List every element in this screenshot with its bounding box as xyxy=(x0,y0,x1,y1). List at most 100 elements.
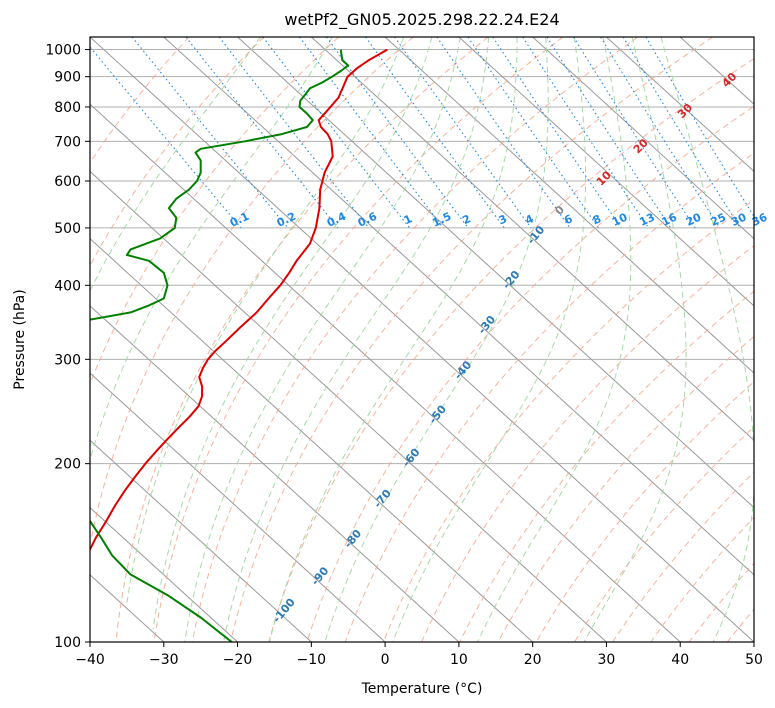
y-tick-label: 1000 xyxy=(45,43,81,59)
isotherm-line xyxy=(90,103,681,642)
moist-adiabat-line xyxy=(223,37,490,642)
moist-adiabat-line xyxy=(90,37,333,462)
x-tick-label: −30 xyxy=(149,652,179,668)
mixing-ratio-line xyxy=(546,37,672,229)
x-axis-label: Temperature (°C) xyxy=(361,681,483,697)
dry-adiabat-line xyxy=(191,37,639,642)
moist-adiabat-label: -100 xyxy=(270,596,298,626)
x-tick-label: 50 xyxy=(745,652,763,668)
mixing-ratio-label: 36 xyxy=(750,210,770,228)
x-tick-label: 0 xyxy=(381,652,390,668)
isotherm-line xyxy=(532,37,754,240)
dry-adiabat-line xyxy=(153,37,564,642)
dry-adiabat-label: 10 xyxy=(594,168,614,188)
moist-adiabat-label: -60 xyxy=(400,446,423,470)
dry-adiabat-line xyxy=(766,37,775,642)
dry-adiabat-line xyxy=(497,335,754,642)
y-tick-label: 600 xyxy=(54,174,81,190)
mixing-ratio-label: 16 xyxy=(660,210,680,228)
moist-adiabat-label: -30 xyxy=(476,313,499,337)
plot-frame xyxy=(89,36,755,643)
mixing-ratio-line xyxy=(90,46,242,229)
moist-adiabat-line xyxy=(392,37,587,642)
mixing-ratio-label: 0.6 xyxy=(356,210,379,230)
grid-layer xyxy=(90,37,775,642)
x-tick-label: 10 xyxy=(450,652,468,668)
isotherm-line xyxy=(90,439,312,642)
y-axis-label: Pressure (hPa) xyxy=(12,289,28,389)
dry-adiabat-line xyxy=(90,37,414,548)
mixing-ratio-label: 0.4 xyxy=(325,210,348,230)
temperature-profile xyxy=(90,48,388,552)
moist-adiabat-line xyxy=(583,37,687,642)
mixing-ratio-label: 1 xyxy=(402,212,414,227)
dry-adiabat-line xyxy=(90,37,190,164)
isotherm-line xyxy=(163,37,754,576)
moist-adiabat-label: -90 xyxy=(309,564,332,588)
x-tick-label: −40 xyxy=(75,652,105,668)
mixing-ratio-line xyxy=(467,37,599,229)
mixing-ratio-line xyxy=(131,37,289,229)
chart-title: wetPf2_GN05.2025.298.22.24.E24 xyxy=(284,10,560,29)
y-tick-label: 400 xyxy=(54,278,81,294)
isotherm-line xyxy=(753,37,754,38)
axes: −40 −30 −20 −10 0 10 20 30 40 50 100 200 300 400 500 60… xyxy=(45,43,763,668)
isotherm-line xyxy=(310,37,754,442)
dry-adiabat-label: 20 xyxy=(631,136,651,156)
mixing-ratio-line xyxy=(492,37,622,229)
dewpoint-profile xyxy=(90,49,350,642)
mixing-ratio-label: 1.5 xyxy=(430,210,453,230)
dry-adiabat-line xyxy=(574,426,754,642)
dry-adiabat-line xyxy=(421,245,754,642)
isotherm-line xyxy=(90,506,238,642)
isotherm-line xyxy=(237,37,754,509)
x-tick-label: −10 xyxy=(297,652,327,668)
dry-adiabat-label: 30 xyxy=(675,101,695,121)
y-tick-label: 800 xyxy=(54,100,81,116)
dry-adiabat-line xyxy=(306,105,754,642)
isotherm-line xyxy=(606,37,754,173)
dry-adiabat-line xyxy=(115,37,489,642)
mixing-ratio-line xyxy=(325,37,469,229)
moist-adiabat-line xyxy=(184,37,461,642)
dry-adiabat-line xyxy=(230,37,713,642)
mixing-ratio-label: 10 xyxy=(610,210,630,228)
mixing-ratio-label: 13 xyxy=(637,211,656,229)
dry-adiabat-line xyxy=(459,290,754,642)
y-tick-label: 200 xyxy=(54,457,81,473)
isotherm-line xyxy=(90,372,386,642)
moist-adiabat-line xyxy=(269,37,518,642)
mixing-ratio-line xyxy=(522,37,650,229)
mixing-ratio-line xyxy=(622,37,741,229)
isotherm-line xyxy=(458,37,754,307)
mixing-ratio-line xyxy=(185,37,339,229)
x-tick-label: 30 xyxy=(598,652,616,668)
isotherm-line xyxy=(384,37,754,374)
mixing-ratio-label: 0.1 xyxy=(228,210,251,230)
moist-adiabat-line xyxy=(477,37,632,642)
y-tick-label: 100 xyxy=(54,635,81,651)
isotherm-line xyxy=(90,170,607,642)
isotherm-line xyxy=(90,37,754,642)
mixing-ratio-line xyxy=(573,37,696,229)
y-tick-label: 500 xyxy=(54,221,81,237)
y-tick-label: 900 xyxy=(54,70,81,86)
mixing-ratio-label: 4 xyxy=(523,212,536,227)
mixing-ratio-line xyxy=(299,37,444,229)
x-tick-label: 20 xyxy=(524,652,542,668)
mixing-ratio-line xyxy=(436,37,571,229)
dry-adiabat-line xyxy=(90,37,265,267)
mixing-ratio-label: 2 xyxy=(460,212,472,227)
moist-adiabat-line xyxy=(152,37,433,630)
dry-adiabat-line xyxy=(688,562,754,642)
mixing-ratio-label: 3 xyxy=(497,212,509,227)
series-layer xyxy=(90,48,388,642)
moist-adiabat-line xyxy=(324,37,549,642)
moist-adiabat-line xyxy=(90,37,261,292)
isotherm-line xyxy=(90,305,460,642)
moist-adiabat-label: -80 xyxy=(342,527,365,551)
moist-adiabat-label: -20 xyxy=(500,268,523,292)
dry-adiabat-line xyxy=(90,37,339,386)
moist-adiabat-line xyxy=(126,37,405,607)
